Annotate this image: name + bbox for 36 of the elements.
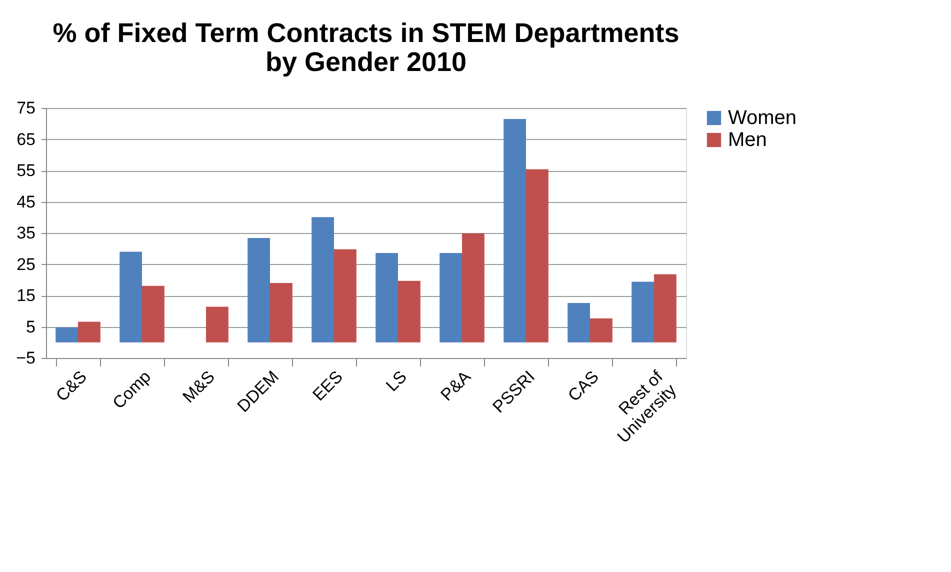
text: % of Fixed Term Contracts in STEM Departments: [52, 18, 680, 48]
bar: [440, 253, 462, 342]
bar: [120, 252, 142, 342]
y-tick-label: 5: [26, 317, 36, 336]
y-tick-label: 35: [16, 224, 36, 242]
bar: [376, 253, 398, 342]
bar: [270, 283, 292, 342]
x-tick-label: P&A: [437, 366, 475, 405]
bar: [206, 306, 228, 342]
bar: [504, 118, 526, 342]
y-tick-label: 55: [16, 161, 36, 180]
y-tick-label: 65: [16, 130, 36, 149]
y-tick-label: 15: [16, 286, 36, 305]
y-tick-label: 75: [16, 98, 36, 118]
text: by Gender 2010: [265, 47, 467, 77]
legend-label: Men: [728, 129, 767, 151]
bar: [312, 217, 334, 342]
x-tick-label: C&S: [52, 367, 91, 406]
bar: [568, 303, 590, 342]
bar: [398, 280, 420, 342]
bar: [56, 327, 78, 342]
bar: [248, 238, 270, 342]
y-tick-label: −5: [16, 348, 36, 368]
bar: [590, 318, 612, 342]
x-tick-label: LS: [382, 367, 411, 396]
bar: [78, 322, 100, 342]
bar: [632, 282, 654, 342]
x-tick-label: CAS: [564, 367, 603, 406]
y-tick-label: 25: [16, 254, 36, 274]
y-tick-label: 45: [16, 192, 36, 212]
legend-label: Women: [728, 107, 797, 129]
bar: [142, 286, 164, 342]
bar: [526, 169, 548, 342]
bar: [462, 233, 484, 342]
bar: [334, 249, 356, 342]
bar: [654, 274, 676, 342]
